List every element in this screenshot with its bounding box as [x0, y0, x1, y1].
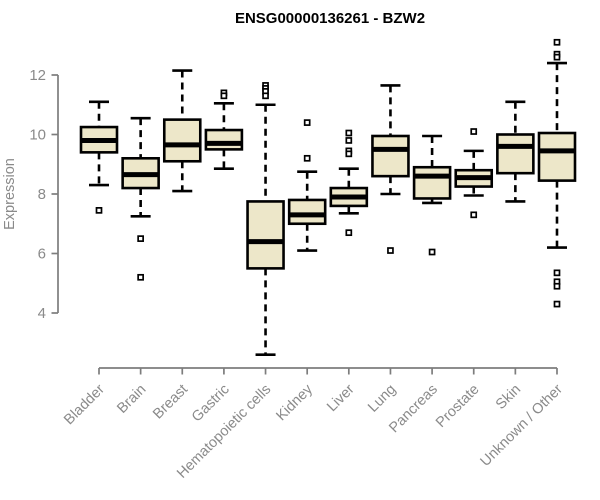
outlier-point — [137, 273, 144, 281]
boxplot-gastric — [204, 89, 244, 171]
outlier-point — [345, 137, 353, 144]
boxplot-breast — [162, 69, 202, 193]
outlier-point — [345, 129, 353, 137]
x-tick-label: Lung — [365, 382, 399, 416]
boxplot-prostate — [454, 128, 494, 219]
y-tick-label: 4 — [38, 305, 46, 322]
boxplot-lung — [371, 84, 410, 254]
box-iqr — [287, 198, 327, 226]
outlier-point — [220, 92, 228, 100]
x-tick-label: Kidney — [273, 381, 316, 424]
outlier-point — [303, 154, 311, 162]
x-tick-label: Breast — [150, 382, 191, 423]
outlier-point — [553, 53, 561, 61]
x-tick-label: Brain — [114, 382, 149, 417]
boxplot-unknown-other — [537, 38, 577, 308]
outlier-point — [428, 248, 436, 256]
box-iqr — [496, 133, 535, 175]
outlier-point — [137, 235, 144, 242]
chart-title: ENSG00000136261 - BZW2 — [235, 10, 425, 27]
boxplot-liver — [329, 129, 369, 237]
box-iqr — [246, 200, 285, 270]
outlier-point — [387, 247, 394, 254]
x-tick-label: Bladder — [61, 381, 108, 428]
boxplot-bladder — [79, 100, 119, 214]
outlier-point — [553, 38, 561, 46]
outlier-point — [345, 150, 353, 158]
boxplot-skin — [496, 100, 535, 203]
boxplot-brain — [121, 116, 160, 281]
outlier-point — [553, 300, 561, 308]
box-iqr — [371, 134, 410, 178]
outlier-point — [303, 119, 311, 126]
outlier-point — [470, 211, 478, 219]
outlier-point — [553, 282, 561, 290]
x-tick-label: Liver — [324, 381, 358, 415]
boxplot-kidney — [287, 119, 327, 252]
box-iqr — [204, 128, 244, 151]
outlier-point — [262, 92, 269, 100]
outlier-point — [553, 269, 561, 277]
outlier-point — [470, 128, 478, 135]
outlier-point — [345, 229, 353, 237]
x-tick-label: Skin — [493, 382, 524, 413]
box-iqr — [412, 165, 452, 200]
y-axis-title: Expression — [2, 158, 18, 230]
box-iqr — [162, 118, 202, 163]
x-tick-label: Prostate — [433, 382, 482, 431]
box-iqr — [537, 131, 577, 182]
boxplot-hematopoietic-cells — [246, 82, 285, 356]
y-tick-label: 12 — [29, 67, 46, 84]
y-tick-label: 6 — [38, 246, 46, 263]
y-tick-label: 10 — [29, 127, 46, 144]
y-axis: 12 10 8 6 4 — [29, 67, 59, 322]
outlier-point — [95, 207, 103, 214]
y-tick-label: 8 — [38, 186, 46, 203]
boxplot-pancreas — [412, 134, 452, 256]
